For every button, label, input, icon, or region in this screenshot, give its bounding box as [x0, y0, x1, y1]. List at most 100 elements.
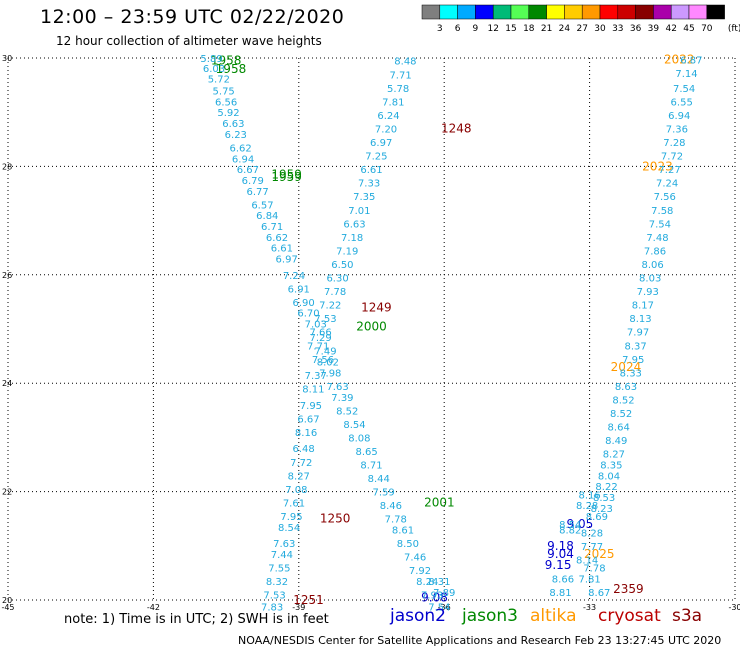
wave-height-label: 8.81 — [549, 588, 571, 599]
scale-tick-label: 70 — [701, 24, 713, 34]
wave-height-label: 7.37 — [305, 371, 327, 382]
wave-height-label: 7.29 — [309, 333, 331, 344]
wave-height-label: 6.30 — [326, 274, 348, 285]
wave-height-label: 7.86 — [644, 246, 666, 257]
wave-height-label: 7.72 — [290, 458, 312, 469]
wave-height-label: 8.64 — [608, 423, 630, 434]
wave-height-label: 6.97 — [370, 138, 392, 149]
wave-height-label: 8.65 — [356, 447, 378, 458]
pass-time-label: 9.18 — [547, 539, 574, 553]
wave-height-label: 7.01 — [348, 206, 370, 217]
wave-height-label: 8.04 — [598, 471, 620, 482]
wave-height-label: 7.72 — [661, 152, 683, 163]
wave-height-label: 6.77 — [246, 187, 268, 198]
wave-height-label: 7.78 — [385, 515, 407, 526]
wave-height-label: 8.17 — [632, 301, 654, 312]
wave-height-label: 7.98 — [319, 368, 341, 379]
wave-height-label: 7.39 — [331, 393, 353, 404]
wave-height-label: 5.72 — [208, 75, 230, 86]
wave-height-label: 6.94 — [232, 154, 254, 165]
scale-unit-label: (ft) — [728, 24, 740, 34]
wave-height-label: 8.53 — [593, 493, 615, 504]
scale-tick-label: 45 — [683, 24, 694, 34]
scale-tick-label: 21 — [541, 24, 552, 34]
x-tick-label: -42 — [147, 603, 160, 612]
pass-time-label: 1248 — [441, 121, 472, 135]
scale-tick-label: 27 — [576, 24, 587, 34]
x-tick-label: -33 — [583, 603, 596, 612]
scale-tick-label: 9 — [473, 24, 479, 34]
scale-tick-label: 33 — [612, 24, 623, 34]
wave-height-label: 8.16 — [578, 490, 600, 501]
wave-height-label: 6.67 — [237, 165, 259, 176]
wave-height-label: 8.63 — [615, 382, 637, 393]
wave-height-label: 7.63 — [273, 539, 295, 550]
wave-height-label: 6.67 — [297, 414, 319, 425]
footer-credit: NOAA/NESDIS Center for Satellite Applica… — [238, 634, 722, 647]
wave-height-label: 5.78 — [387, 84, 409, 95]
wave-height-label: 6.56 — [215, 97, 237, 108]
wave-height-label: 8.46 — [380, 501, 402, 512]
wave-height-label: 8.37 — [625, 341, 647, 352]
chart-subtitle: 12 hour collection of altimeter wave hei… — [56, 34, 322, 48]
wave-height-label: 7.14 — [675, 69, 697, 80]
pass-time-label: 1959 — [271, 170, 302, 184]
wave-height-label: 6.84 — [256, 211, 278, 222]
wave-height-label: 7.93 — [637, 287, 659, 298]
wave-height-label: 7.25 — [365, 152, 387, 163]
wave-height-label: 7.24 — [283, 271, 305, 282]
wave-height-label: 8.66 — [552, 574, 574, 585]
scale-tick-label: 39 — [648, 24, 660, 34]
wave-height-label: 7.55 — [268, 563, 290, 574]
wave-height-label: 6.24 — [377, 111, 399, 122]
pass-time-label: 9.05 — [567, 517, 594, 531]
y-tick-label: 28 — [2, 162, 12, 171]
wave-height-label: 7.78 — [324, 287, 346, 298]
pass-time-label: 1251 — [293, 593, 324, 607]
wave-height-label: 8.13 — [629, 314, 651, 325]
wave-height-label: 8.44 — [368, 474, 390, 485]
wave-height-label: 7.28 — [663, 138, 685, 149]
y-tick-label: 26 — [2, 271, 12, 280]
chart-title: 12:00 – 23:59 UTC 02/22/2020 — [40, 6, 345, 28]
wave-height-label: 5.75 — [213, 87, 235, 98]
wave-height-label: 7.08 — [285, 485, 307, 496]
wave-height-label: 8.69 — [586, 512, 608, 523]
pass-time-label: 2023 — [642, 159, 673, 173]
wave-height-label: 8.50 — [397, 539, 419, 550]
wave-height-label: 6.70 — [297, 309, 319, 320]
wave-height-label: 7.71 — [389, 70, 411, 81]
wave-height-label: 7.54 — [649, 219, 671, 230]
wave-height-label: 7.19 — [336, 246, 358, 257]
wave-height-label: 8.11 — [302, 385, 324, 396]
wave-height-label: 6.50 — [331, 260, 353, 271]
wave-height-label: 8.35 — [600, 461, 622, 472]
wave-height-label: 6.71 — [261, 222, 283, 233]
wave-height-label: 7.44 — [271, 550, 293, 561]
wave-height-label: 8.02 — [317, 358, 339, 369]
pass-time-label: 1249 — [361, 300, 392, 314]
pass-time-label: 2000 — [356, 319, 387, 333]
x-tick-label: -39 — [292, 603, 305, 612]
wave-height-label: 7.58 — [651, 206, 673, 217]
wave-height-label: 7.56 — [312, 355, 334, 366]
wave-height-label: 8.71 — [360, 461, 382, 472]
wave-height-label: 7.89 — [433, 588, 455, 599]
wave-height-label: 6.79 — [242, 176, 264, 187]
wave-height-label: 8.16 — [295, 428, 317, 439]
y-tick-label: 30 — [2, 54, 12, 63]
wave-height-label: 7.61 — [283, 498, 305, 509]
scale-tick-label: 12 — [487, 24, 498, 34]
scale-tick-label: 6 — [455, 24, 461, 34]
scale-swatch — [706, 4, 725, 20]
legend-jason2: jason2 — [390, 606, 446, 626]
x-tick-label: -30 — [728, 603, 740, 612]
pass-time-label: 1958 — [211, 54, 242, 68]
scale-tick-label: 30 — [594, 24, 606, 34]
wave-height-label: 8.27 — [603, 450, 625, 461]
wave-height-label: 7.81 — [382, 97, 404, 108]
wave-height-label: 7.54 — [428, 603, 450, 614]
wave-height-label: 6.03 — [203, 64, 225, 75]
wave-height-label: 7.63 — [326, 382, 348, 393]
